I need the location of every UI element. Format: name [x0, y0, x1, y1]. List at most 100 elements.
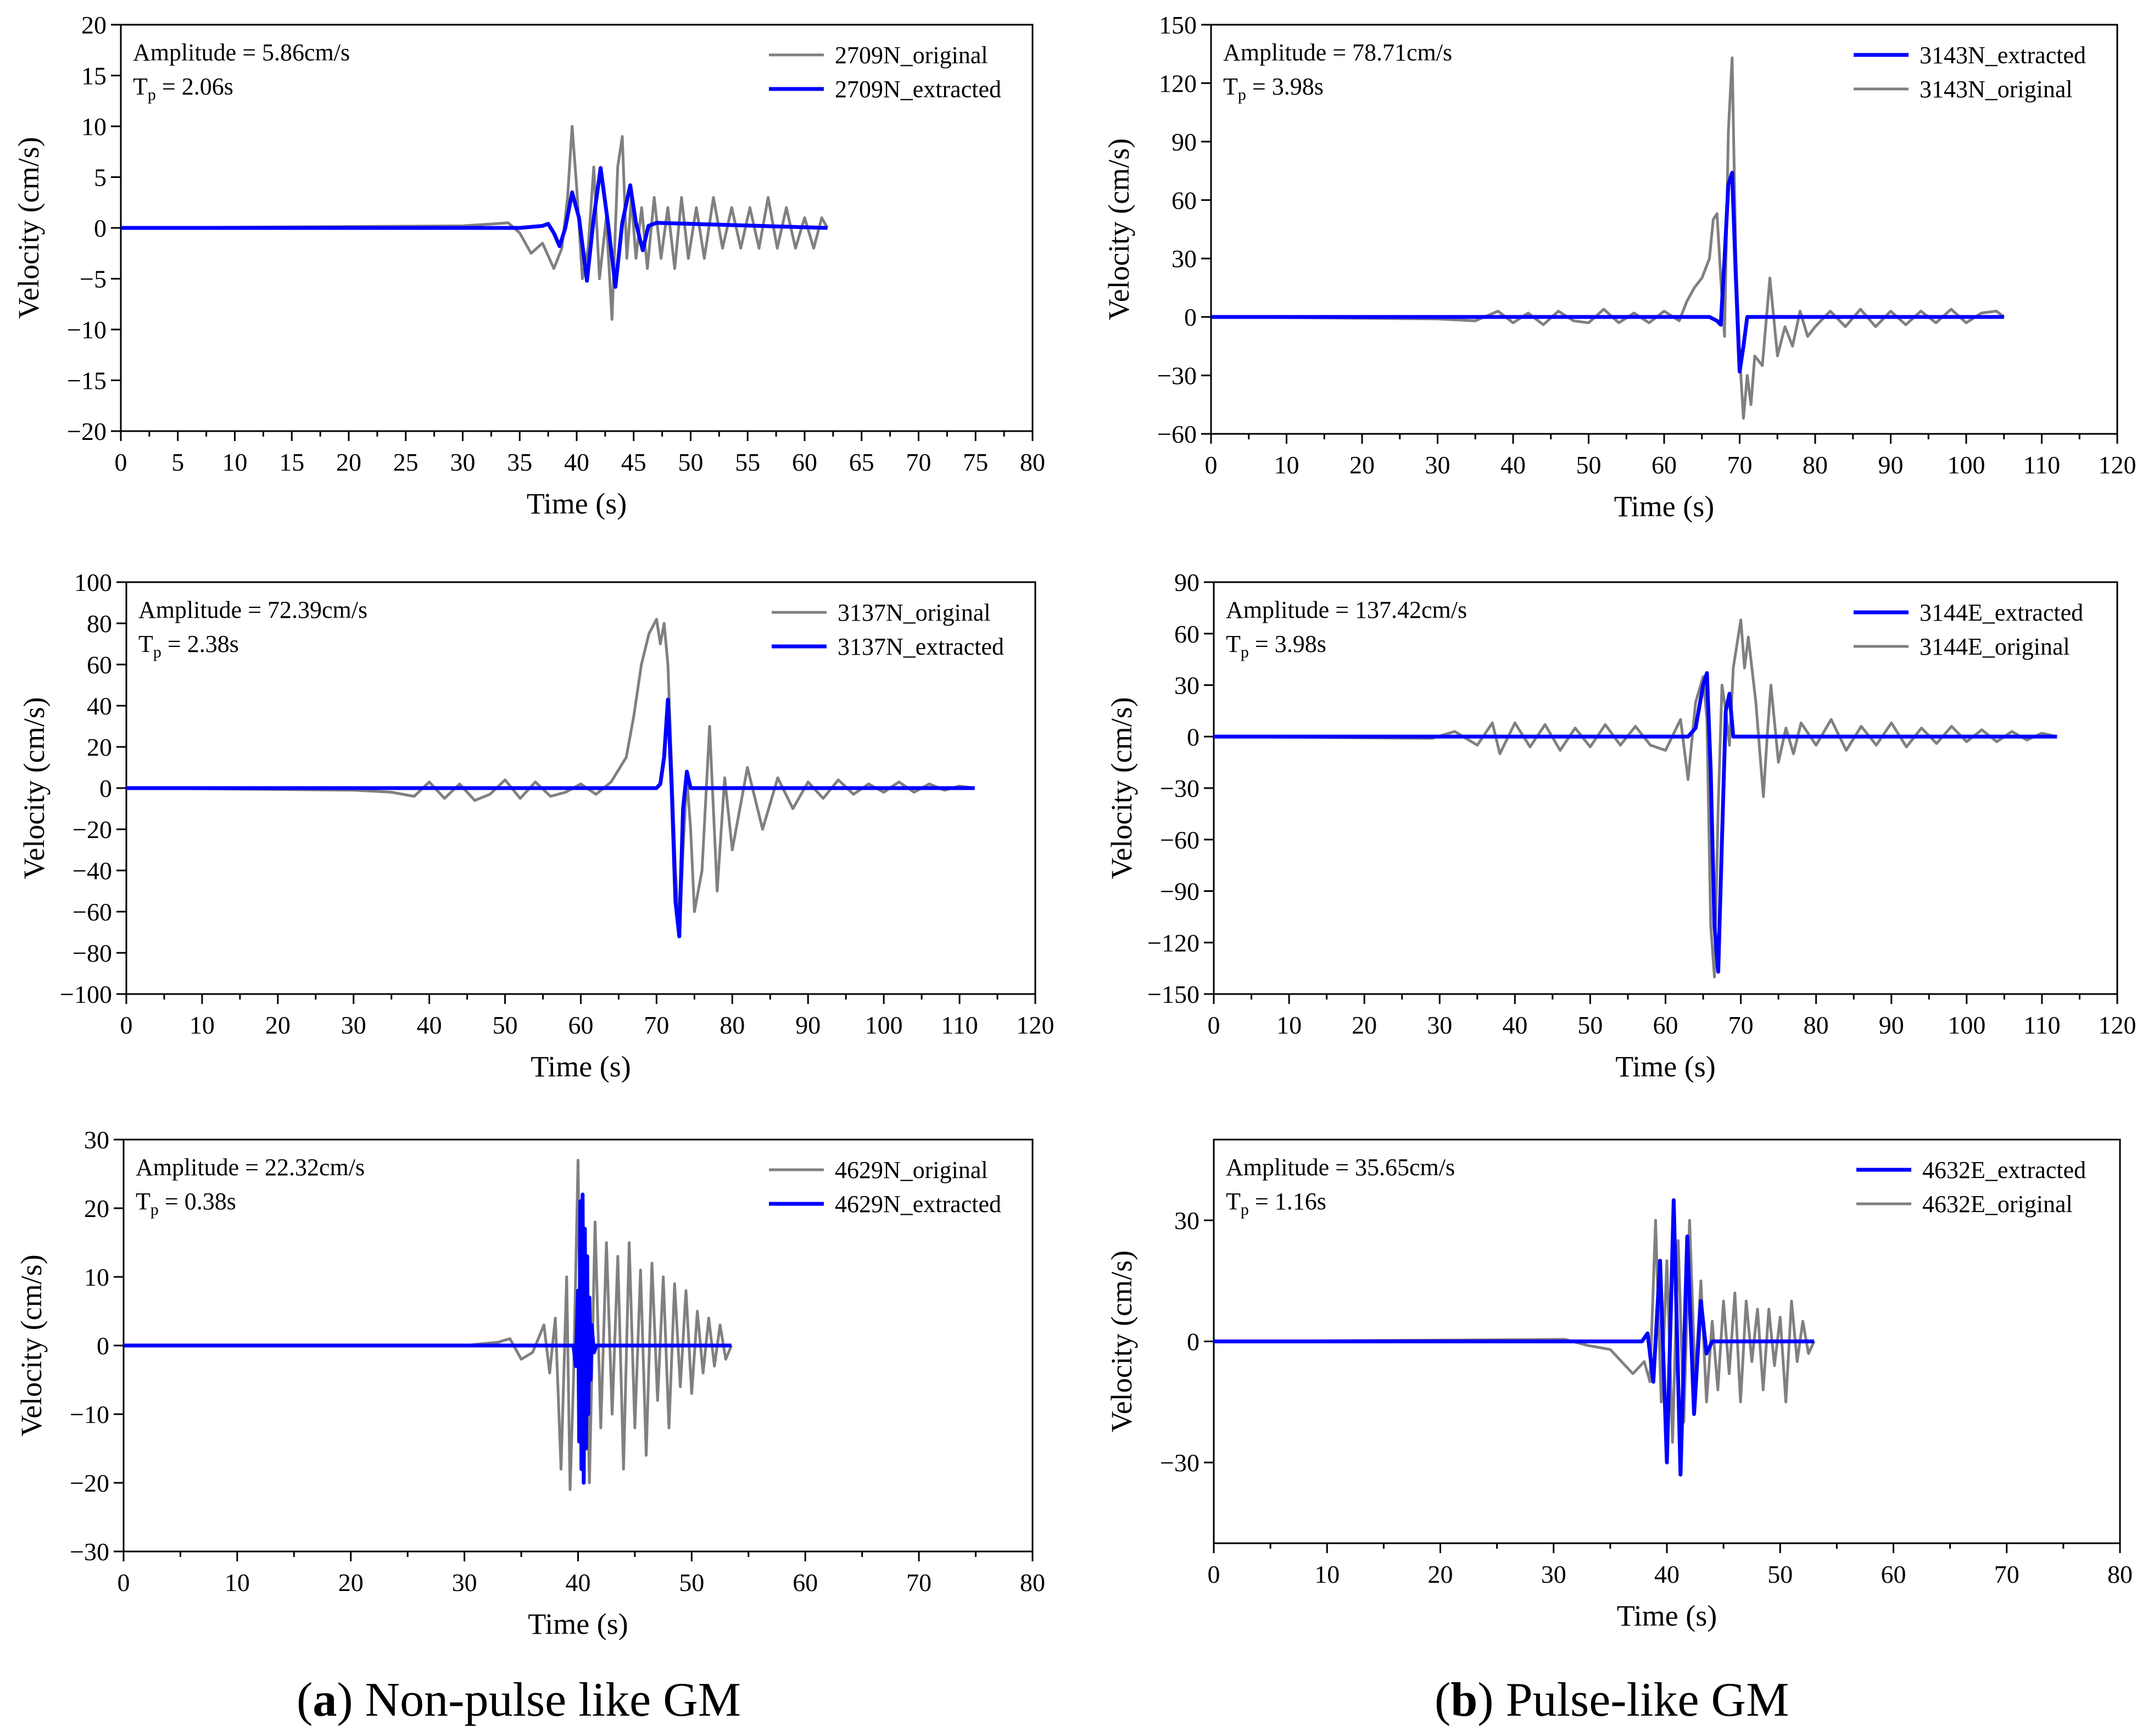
x-tick-label: 70 — [906, 1568, 931, 1597]
x-tick-label: 20 — [338, 1568, 364, 1597]
x-tick-label: 40 — [417, 1011, 442, 1039]
caption-a-letter: a — [313, 1673, 337, 1727]
caption-a-text: Non-pulse like GM — [353, 1673, 741, 1727]
x-tick-label: 110 — [2023, 451, 2060, 479]
x-tick-label: 70 — [1728, 1011, 1754, 1039]
y-tick-label: −60 — [1160, 826, 1199, 854]
y-tick-label: −30 — [1160, 1449, 1199, 1477]
series-line-extracted — [121, 166, 828, 289]
y-tick-label: 30 — [1171, 245, 1197, 273]
x-axis-label: Time (s) — [527, 487, 627, 520]
y-tick-label: −30 — [70, 1538, 109, 1566]
amplitude-annotation: Amplitude = 22.32cm/s — [136, 1154, 365, 1181]
series-line-original — [126, 618, 975, 938]
legend-label: 3143N_original — [1920, 76, 2073, 103]
x-tick-label: 30 — [341, 1011, 366, 1039]
y-tick-label: 0 — [1187, 723, 1199, 751]
y-tick-label: 60 — [1174, 620, 1199, 648]
legend-label: 2709N_extracted — [835, 76, 1001, 103]
y-tick-label: 80 — [87, 610, 112, 638]
series-line-original — [1213, 1219, 1816, 1444]
legend-label: 4629N_original — [835, 1157, 988, 1184]
x-tick-label: 0 — [1205, 451, 1218, 479]
caption-a: (a) Non-pulse like GM — [297, 1673, 741, 1727]
x-tick-label: 120 — [1017, 1011, 1055, 1039]
y-axis-label: Velocity (cm/s) — [1105, 1251, 1138, 1432]
x-tick-label: 10 — [1276, 1011, 1302, 1039]
x-tick-label: 60 — [568, 1011, 594, 1039]
x-tick-label: 80 — [2107, 1560, 2133, 1588]
x-tick-label: 90 — [1878, 451, 1904, 479]
period-annotation: Tp = 1.16s — [1226, 1188, 1326, 1219]
x-axis-label: Time (s) — [531, 1050, 631, 1083]
series-line-extracted — [1214, 1198, 1815, 1477]
x-tick-label: 60 — [793, 1568, 818, 1597]
x-tick-label: 10 — [1314, 1560, 1340, 1588]
y-tick-label: 30 — [1174, 1207, 1199, 1235]
y-tick-label: 20 — [87, 733, 112, 761]
x-tick-label: 60 — [1653, 1011, 1678, 1039]
legend-label: 3137N_original — [838, 599, 991, 626]
x-tick-label: 50 — [678, 448, 704, 476]
period-annotation: Tp = 2.38s — [138, 630, 239, 661]
y-tick-label: −90 — [1160, 878, 1199, 906]
x-tick-label: 120 — [2099, 451, 2136, 479]
amplitude-annotation: Amplitude = 78.71cm/s — [1223, 39, 1452, 66]
x-tick-label: 5 — [171, 448, 184, 476]
y-tick-label: −10 — [70, 1400, 109, 1428]
period-annotation: Tp = 2.06s — [133, 73, 233, 104]
x-tick-label: 50 — [1767, 1560, 1793, 1588]
x-tick-label: 40 — [1500, 451, 1526, 479]
y-tick-label: 60 — [87, 651, 112, 679]
y-tick-label: −40 — [72, 857, 112, 885]
series-line-original — [1213, 618, 2057, 979]
y-tick-label: 10 — [81, 113, 107, 141]
y-tick-label: 30 — [1174, 672, 1199, 700]
y-tick-label: 10 — [84, 1263, 109, 1291]
amplitude-annotation: Amplitude = 5.86cm/s — [133, 39, 350, 66]
x-tick-label: 90 — [1879, 1011, 1904, 1039]
x-tick-label: 70 — [644, 1011, 669, 1039]
amplitude-annotation: Amplitude = 35.65cm/s — [1226, 1154, 1455, 1181]
series-line-extracted — [126, 697, 975, 939]
legend-label: 2709N_original — [835, 42, 988, 69]
x-tick-label: 100 — [1948, 1011, 1985, 1039]
x-tick-label: 40 — [1654, 1560, 1680, 1588]
y-tick-label: 0 — [97, 1332, 109, 1360]
x-tick-label: 60 — [1652, 451, 1677, 479]
x-tick-label: 100 — [865, 1011, 903, 1039]
x-tick-label: 55 — [735, 448, 760, 476]
x-tick-label: 50 — [493, 1011, 518, 1039]
y-axis-label: Velocity (cm/s) — [15, 1254, 48, 1436]
x-tick-label: 10 — [225, 1568, 250, 1597]
caption-b-letter: b — [1450, 1673, 1478, 1727]
chart-a3: 0 10 20 30 40 50 60 70 80 −30 −20 −10 0 10 20 30 Time (s… — [15, 1126, 1045, 1640]
x-axis-label: Time (s) — [1614, 490, 1715, 523]
legend-label: 3144E_original — [1920, 633, 2070, 660]
x-tick-label: 50 — [1577, 1011, 1603, 1039]
y-tick-label: −60 — [1157, 420, 1197, 448]
legend-label: 4632E_original — [1922, 1191, 2073, 1218]
y-tick-label: −30 — [1160, 774, 1199, 802]
legend-label: 3137N_extracted — [838, 633, 1004, 660]
x-tick-label: 110 — [941, 1011, 978, 1039]
x-tick-label: 65 — [849, 448, 874, 476]
x-tick-label: 0 — [120, 1011, 133, 1039]
y-tick-label: −30 — [1157, 362, 1197, 390]
x-tick-label: 30 — [450, 448, 476, 476]
y-tick-label: 30 — [84, 1126, 109, 1154]
series-line-original — [120, 125, 829, 321]
y-tick-label: 20 — [81, 11, 107, 39]
x-tick-label: 80 — [1020, 448, 1045, 476]
x-tick-label: 10 — [222, 448, 248, 476]
x-tick-label: 20 — [1352, 1011, 1377, 1039]
period-annotation: Tp = 3.98s — [1226, 630, 1326, 661]
series-line-original — [1210, 56, 2005, 420]
x-tick-label: 40 — [566, 1568, 591, 1597]
y-tick-label: 40 — [87, 692, 112, 720]
y-tick-label: 0 — [99, 774, 112, 802]
x-tick-label: 70 — [906, 448, 931, 476]
y-tick-label: 15 — [81, 62, 107, 90]
y-tick-label: −150 — [1147, 980, 1199, 1008]
x-tick-label: 0 — [1208, 1560, 1220, 1588]
